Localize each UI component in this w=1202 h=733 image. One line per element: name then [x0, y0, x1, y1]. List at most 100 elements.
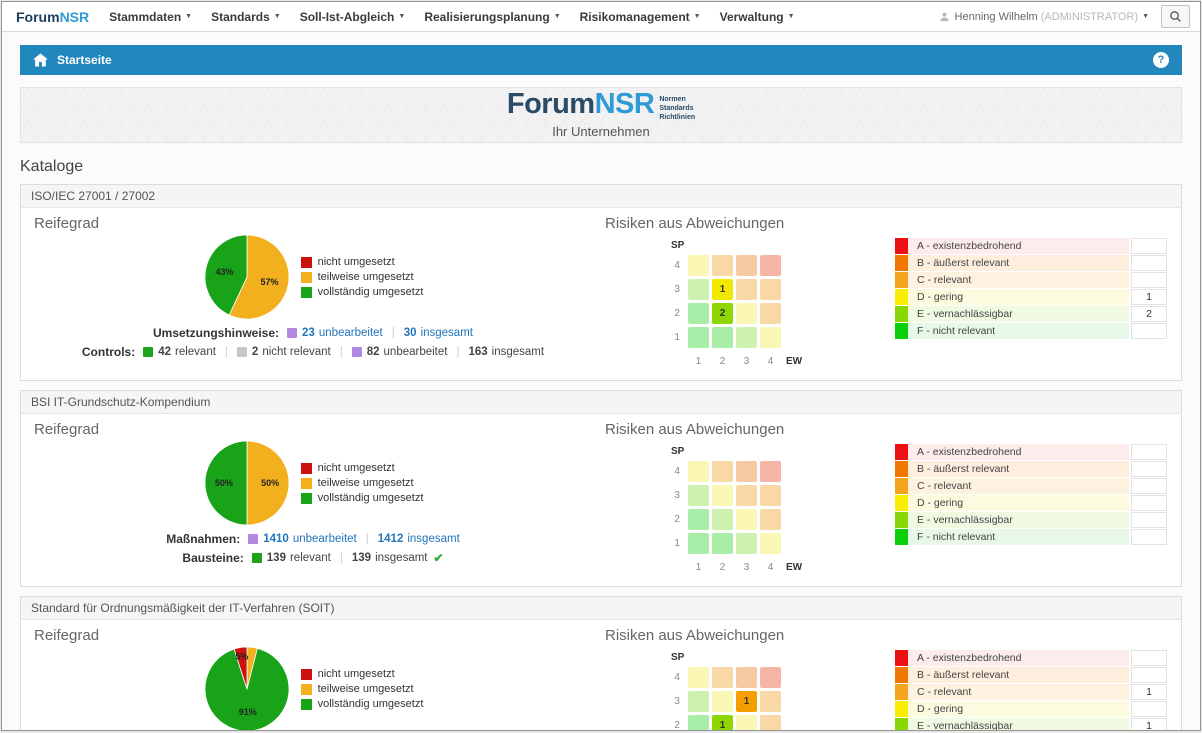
reifegrad-heading: Reifegrad: [34, 627, 100, 644]
pie-legend-item: teilweise umgesetzt: [300, 682, 424, 697]
matrix-row-number: 3: [674, 490, 680, 501]
matrix-cell-sp4-ew2: [711, 461, 733, 482]
risk-class-count: [1131, 323, 1167, 339]
company-banner: ForumNSR Normen Standards Richtlinien Ih…: [20, 87, 1182, 143]
matrix-cell-sp4-ew2: [711, 667, 733, 688]
risk-class-count: [1131, 255, 1167, 271]
catalog-panel: ISO/IEC 27001 / 27002 Reifegrad 57% 43% nich…: [20, 184, 1182, 381]
legend-swatch: [300, 271, 312, 283]
catalog-panel: BSI IT-Grundschutz-Kompendium Reifegrad 50…: [20, 390, 1182, 587]
legend-swatch: [300, 683, 312, 695]
nav-item-verwaltung[interactable]: Verwaltung ▼: [720, 10, 795, 24]
legend-label: teilweise umgesetzt: [317, 682, 414, 695]
matrix-cell-sp3-ew3[interactable]: 1: [735, 691, 757, 712]
stats-line: Maßnahmen: 1410 unbearbeitet | 1412 insgesamt: [21, 532, 605, 546]
brand-logo[interactable]: ForumNSR: [16, 9, 89, 25]
matrix-cell-sp3-ew2: [711, 485, 733, 506]
catalog-list: ISO/IEC 27001 / 27002 Reifegrad 57% 43% nich…: [20, 184, 1182, 731]
matrix-cell-sp4-ew4: [759, 667, 781, 688]
risk-class-row: A - existenzbedrohend: [895, 238, 1167, 254]
user-role: (ADMINISTRATOR): [1040, 10, 1139, 23]
risk-class-swatch: [895, 238, 908, 254]
home-icon[interactable]: [33, 53, 48, 67]
legend-swatch: [300, 492, 312, 504]
separator: |: [224, 346, 228, 358]
legend-label: teilweise umgesetzt: [317, 270, 414, 283]
nav-item-stammdaten[interactable]: Stammdaten ▼: [109, 10, 192, 24]
matrix-row-number: 4: [674, 260, 680, 271]
sp-axis-label: SP: [670, 240, 685, 251]
pie-slice: [246, 440, 289, 526]
risk-class-count: [1131, 444, 1167, 460]
risk-matrix: SP 4 3 2 1 1 2 3 4 EW: [605, 446, 895, 578]
nav-item-risikomanagement[interactable]: Risikomanagement ▼: [580, 10, 701, 24]
risk-class-row: C - relevant 1: [895, 684, 1167, 700]
risk-class-swatch: [895, 461, 908, 477]
risk-class-swatch: [895, 272, 908, 288]
stat-link[interactable]: 30 insgesamt: [404, 327, 473, 339]
risk-class-label: C - relevant: [908, 478, 1129, 494]
legend-label: nicht umgesetzt: [317, 255, 395, 268]
nav-item-standards[interactable]: Standards ▼: [211, 10, 281, 24]
matrix-cell-sp1-ew4: [759, 533, 781, 554]
search-button[interactable]: [1161, 5, 1190, 28]
catalog-body: Reifegrad 91% 5% nicht umgesetzt teilweise u…: [21, 620, 1181, 731]
stat-text: insgesamt: [420, 327, 473, 339]
help-button[interactable]: ?: [1153, 52, 1169, 68]
matrix-cell-sp2-ew2[interactable]: 1: [711, 715, 733, 730]
matrix-col-number: 3: [743, 356, 750, 367]
matrix-cell-sp2-ew2[interactable]: 2: [711, 303, 733, 324]
matrix-row-number: 2: [674, 720, 680, 731]
matrix-cell-sp1-ew2: [711, 533, 733, 554]
stat-number: 163: [468, 346, 488, 358]
matrix-cell-sp2-ew1: [687, 303, 709, 324]
chevron-down-icon: ▼: [185, 13, 193, 20]
stat-value: 82 unbearbeitet: [351, 346, 447, 358]
reifegrad-chart-row: 50% 50% nicht umgesetzt teilweise umgesetzt…: [21, 439, 605, 527]
risk-class-swatch: [895, 529, 908, 545]
matrix-col-number: 1: [695, 356, 702, 367]
stat-link[interactable]: 23 unbearbeitet: [287, 327, 383, 339]
stat-link[interactable]: 1412 insgesamt: [378, 533, 460, 545]
catalog-stats: Maßnahmen: 1410 unbearbeitet | 1412 insgesamt…: [21, 532, 605, 565]
matrix-cell-sp3-ew4: [759, 485, 781, 506]
risk-class-count: [1131, 701, 1167, 717]
legend-label: vollständig umgesetzt: [317, 491, 424, 504]
risk-class-swatch: [895, 512, 908, 528]
matrix-cell-sp1-ew1: [687, 327, 709, 348]
matrix-col-number: 1: [695, 562, 702, 573]
risk-class-count: [1131, 512, 1167, 528]
stat-text: nicht relevant: [262, 346, 331, 358]
matrix-cell-sp4-ew2: [711, 255, 733, 276]
risk-class-swatch: [895, 444, 908, 460]
legend-swatch: [300, 477, 312, 489]
stat-text: insgesamt: [407, 533, 460, 545]
breadcrumb-bar: Startseite ?: [20, 45, 1182, 75]
matrix-cell-sp2-ew4: [759, 303, 781, 324]
breadcrumb-title[interactable]: Startseite: [57, 53, 112, 67]
matrix-cell-sp2-ew3: [735, 509, 757, 530]
matrix-cell-sp3-ew3: [735, 485, 757, 506]
matrix-row-number: 1: [674, 538, 680, 549]
pie-slice-label: 91%: [238, 707, 256, 717]
catalog-title: ISO/IEC 27001 / 27002: [21, 185, 1181, 208]
matrix-row-number: 4: [674, 672, 680, 683]
matrix-cell-sp3-ew2[interactable]: 1: [711, 279, 733, 300]
reifegrad-section: Reifegrad 57% 43% nicht umgesetzt teilweise …: [21, 212, 605, 372]
risk-class-table: A - existenzbedrohend B - äußerst relevan…: [895, 238, 1167, 339]
stat-number: 23: [302, 327, 315, 339]
pie-slice: [204, 440, 247, 526]
reifegrad-chart-row: 57% 43% nicht umgesetzt teilweise umgesetzt…: [21, 233, 605, 321]
nav-item-realisierungsplanung[interactable]: Realisierungsplanung ▼: [424, 10, 560, 24]
risk-class-label: B - äußerst relevant: [908, 667, 1129, 683]
catalog-body: Reifegrad 50% 50% nicht umgesetzt teilweise …: [21, 414, 1181, 586]
legend-swatch: [300, 698, 312, 710]
risk-matrix-grid: 4 3 1 2 2 1 1 2 3 4 EW: [669, 255, 895, 372]
risk-class-label: F - nicht relevant: [908, 323, 1129, 339]
stat-swatch: [351, 347, 362, 357]
stat-link[interactable]: 1410 unbearbeitet: [248, 533, 357, 545]
user-menu[interactable]: Henning Wilhelm (ADMINISTRATOR) ▼: [939, 11, 1149, 23]
nav-item-soll-ist-abgleich[interactable]: Soll-Ist-Abgleich ▼: [300, 10, 406, 24]
matrix-cell-sp4-ew4: [759, 461, 781, 482]
